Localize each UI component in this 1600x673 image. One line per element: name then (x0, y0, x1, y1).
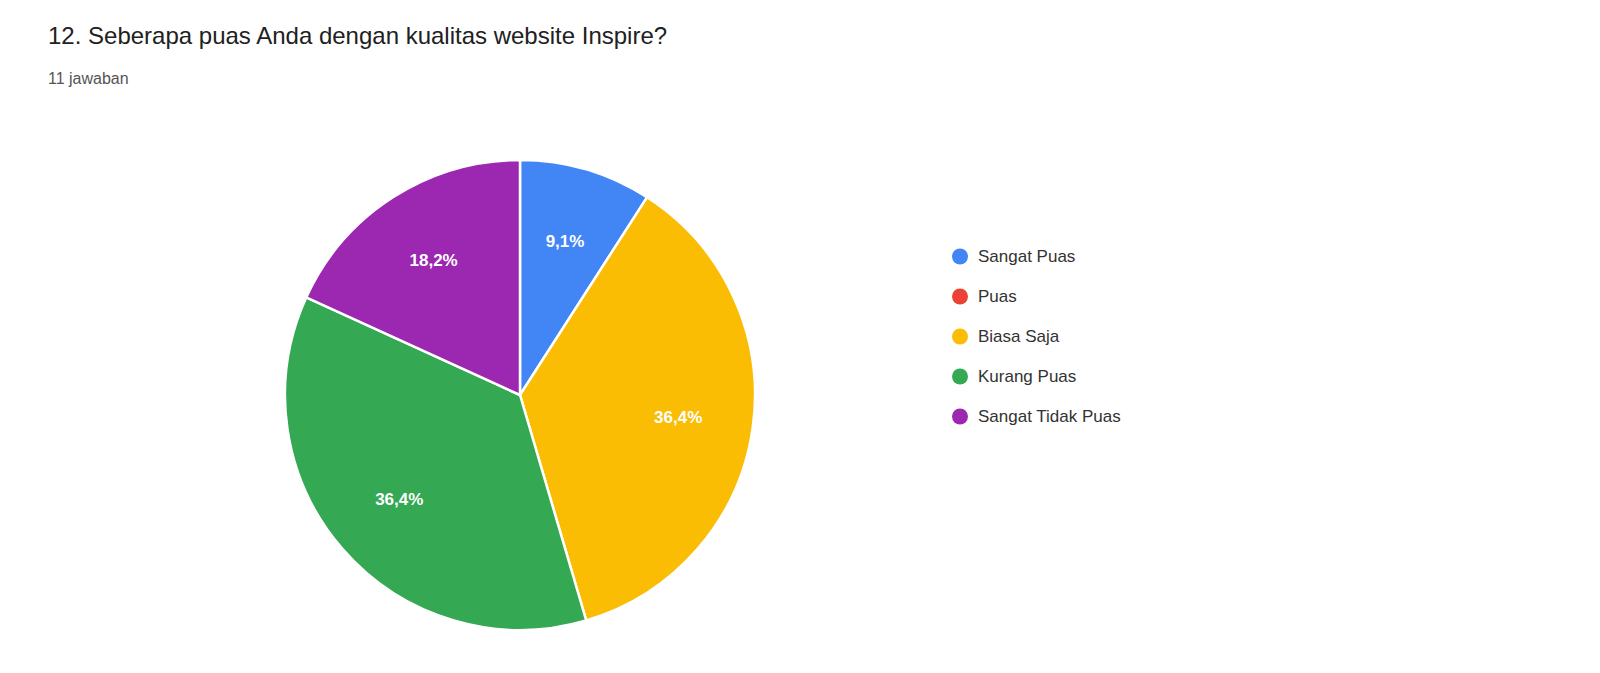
legend-label: Kurang Puas (978, 367, 1076, 386)
data-label: 18,2% (410, 251, 458, 270)
pie (285, 160, 755, 630)
legend-label: Sangat Puas (978, 247, 1075, 266)
legend: Sangat Puas Puas Biasa Saja Kurang Puas Sang… (952, 247, 1121, 426)
data-labels: 9,1% 36,4% 36,4% 18,2% (375, 232, 702, 509)
title: 12. Seberapa puas Anda dengan kualitas w… (48, 22, 667, 49)
chart: 12. Seberapa puas Anda dengan kualitas w… (0, 0, 1600, 673)
legend-label: Sangat Tidak Puas (978, 407, 1121, 426)
data-label: 36,4% (654, 408, 702, 427)
legend-item: Kurang Puas (952, 367, 1076, 386)
legend-item: Puas (952, 287, 1017, 306)
legend-item: Biasa Saja (952, 327, 1060, 346)
legend-label: Biasa Saja (978, 327, 1060, 346)
data-label: 36,4% (375, 490, 423, 509)
legend-label: Puas (978, 287, 1017, 306)
legend-swatch (952, 289, 968, 305)
legend-item: Sangat Puas (952, 247, 1075, 266)
legend-swatch (952, 249, 968, 265)
pie-slice (306, 160, 520, 395)
data-label: 9,1% (546, 232, 585, 251)
legend-swatch (952, 329, 968, 345)
subtitle: 11 jawaban (48, 70, 129, 87)
legend-swatch (952, 409, 968, 425)
legend-item: Sangat Tidak Puas (952, 407, 1121, 426)
legend-swatch (952, 369, 968, 385)
